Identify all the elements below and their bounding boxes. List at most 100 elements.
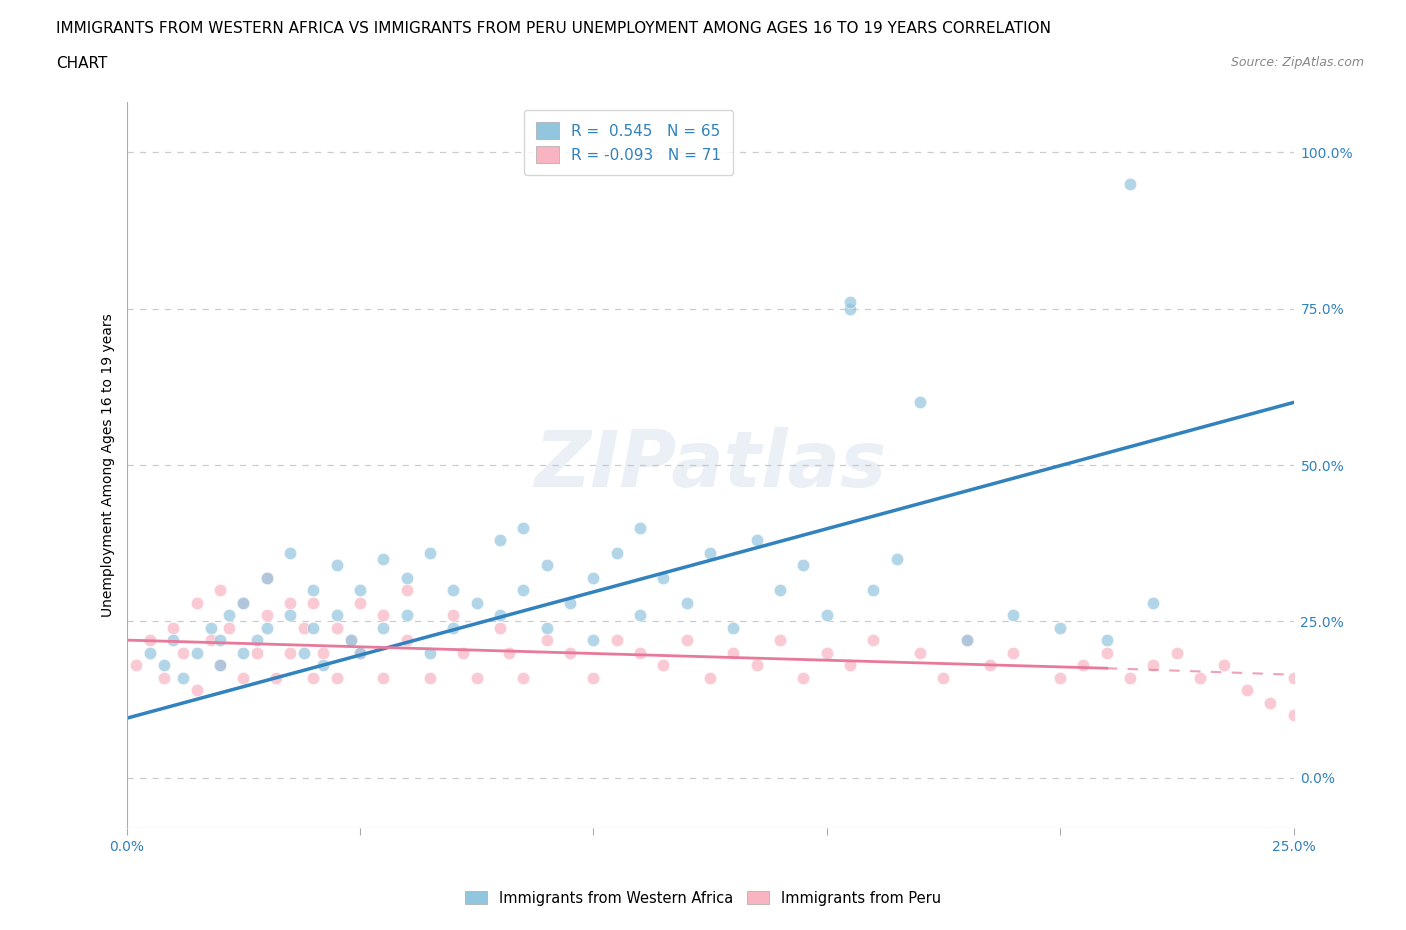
- Point: [325, 558, 347, 573]
- Point: [349, 645, 371, 660]
- Point: [886, 551, 908, 566]
- Point: [1119, 671, 1142, 685]
- Text: IMMIGRANTS FROM WESTERN AFRICA VS IMMIGRANTS FROM PERU UNEMPLOYMENT AMONG AGES 1: IMMIGRANTS FROM WESTERN AFRICA VS IMMIGR…: [56, 21, 1052, 36]
- Point: [1049, 671, 1071, 685]
- Point: [862, 632, 884, 647]
- Point: [153, 671, 176, 685]
- Point: [769, 632, 792, 647]
- Point: [675, 632, 697, 647]
- Point: [208, 658, 231, 672]
- Point: [723, 645, 745, 660]
- Point: [256, 570, 278, 585]
- Point: [675, 595, 697, 610]
- Point: [278, 645, 301, 660]
- Point: [139, 645, 162, 660]
- Point: [839, 301, 862, 316]
- Text: Source: ZipAtlas.com: Source: ZipAtlas.com: [1230, 56, 1364, 69]
- Point: [232, 595, 254, 610]
- Point: [699, 545, 721, 560]
- Legend: Immigrants from Western Africa, Immigrants from Peru: Immigrants from Western Africa, Immigran…: [460, 884, 946, 911]
- Point: [339, 632, 361, 647]
- Point: [745, 533, 768, 548]
- Point: [628, 607, 651, 622]
- Point: [1049, 620, 1071, 635]
- Point: [628, 520, 651, 535]
- Point: [498, 645, 520, 660]
- Point: [278, 545, 301, 560]
- Point: [349, 595, 371, 610]
- Point: [628, 645, 651, 660]
- Point: [419, 671, 441, 685]
- Point: [232, 671, 254, 685]
- Legend: R =  0.545   N = 65, R = -0.093   N = 71: R = 0.545 N = 65, R = -0.093 N = 71: [523, 110, 733, 176]
- Point: [699, 671, 721, 685]
- Point: [208, 632, 231, 647]
- Point: [1236, 683, 1258, 698]
- Point: [153, 658, 176, 672]
- Point: [558, 645, 581, 660]
- Point: [536, 558, 558, 573]
- Point: [419, 645, 441, 660]
- Point: [218, 620, 240, 635]
- Point: [862, 582, 884, 597]
- Point: [246, 632, 269, 647]
- Point: [373, 607, 395, 622]
- Point: [162, 620, 184, 635]
- Point: [1282, 708, 1305, 723]
- Point: [373, 551, 395, 566]
- Point: [792, 558, 814, 573]
- Point: [536, 632, 558, 647]
- Point: [582, 671, 605, 685]
- Point: [256, 607, 278, 622]
- Point: [256, 620, 278, 635]
- Point: [558, 595, 581, 610]
- Point: [186, 645, 208, 660]
- Point: [1073, 658, 1095, 672]
- Point: [349, 645, 371, 660]
- Point: [172, 671, 194, 685]
- Point: [1212, 658, 1234, 672]
- Point: [512, 520, 534, 535]
- Point: [302, 620, 325, 635]
- Point: [839, 295, 862, 310]
- Text: CHART: CHART: [56, 56, 108, 71]
- Point: [139, 632, 162, 647]
- Point: [606, 545, 628, 560]
- Point: [325, 620, 347, 635]
- Point: [723, 620, 745, 635]
- Point: [278, 607, 301, 622]
- Y-axis label: Unemployment Among Ages 16 to 19 years: Unemployment Among Ages 16 to 19 years: [101, 313, 115, 617]
- Point: [1282, 671, 1305, 685]
- Point: [200, 620, 222, 635]
- Point: [1002, 607, 1025, 622]
- Point: [232, 645, 254, 660]
- Point: [419, 545, 441, 560]
- Point: [292, 620, 315, 635]
- Point: [339, 632, 361, 647]
- Point: [908, 645, 931, 660]
- Point: [395, 607, 418, 622]
- Point: [311, 645, 333, 660]
- Point: [395, 632, 418, 647]
- Point: [536, 620, 558, 635]
- Point: [441, 582, 464, 597]
- Point: [1142, 595, 1164, 610]
- Point: [302, 671, 325, 685]
- Point: [582, 570, 605, 585]
- Point: [489, 607, 512, 622]
- Point: [815, 607, 838, 622]
- Point: [1258, 696, 1281, 711]
- Point: [815, 645, 838, 660]
- Point: [325, 671, 347, 685]
- Point: [302, 582, 325, 597]
- Point: [1166, 645, 1188, 660]
- Point: [349, 582, 371, 597]
- Point: [232, 595, 254, 610]
- Point: [489, 533, 512, 548]
- Point: [395, 570, 418, 585]
- Text: ZIPatlas: ZIPatlas: [534, 427, 886, 503]
- Point: [218, 607, 240, 622]
- Point: [956, 632, 979, 647]
- Point: [465, 595, 488, 610]
- Point: [956, 632, 979, 647]
